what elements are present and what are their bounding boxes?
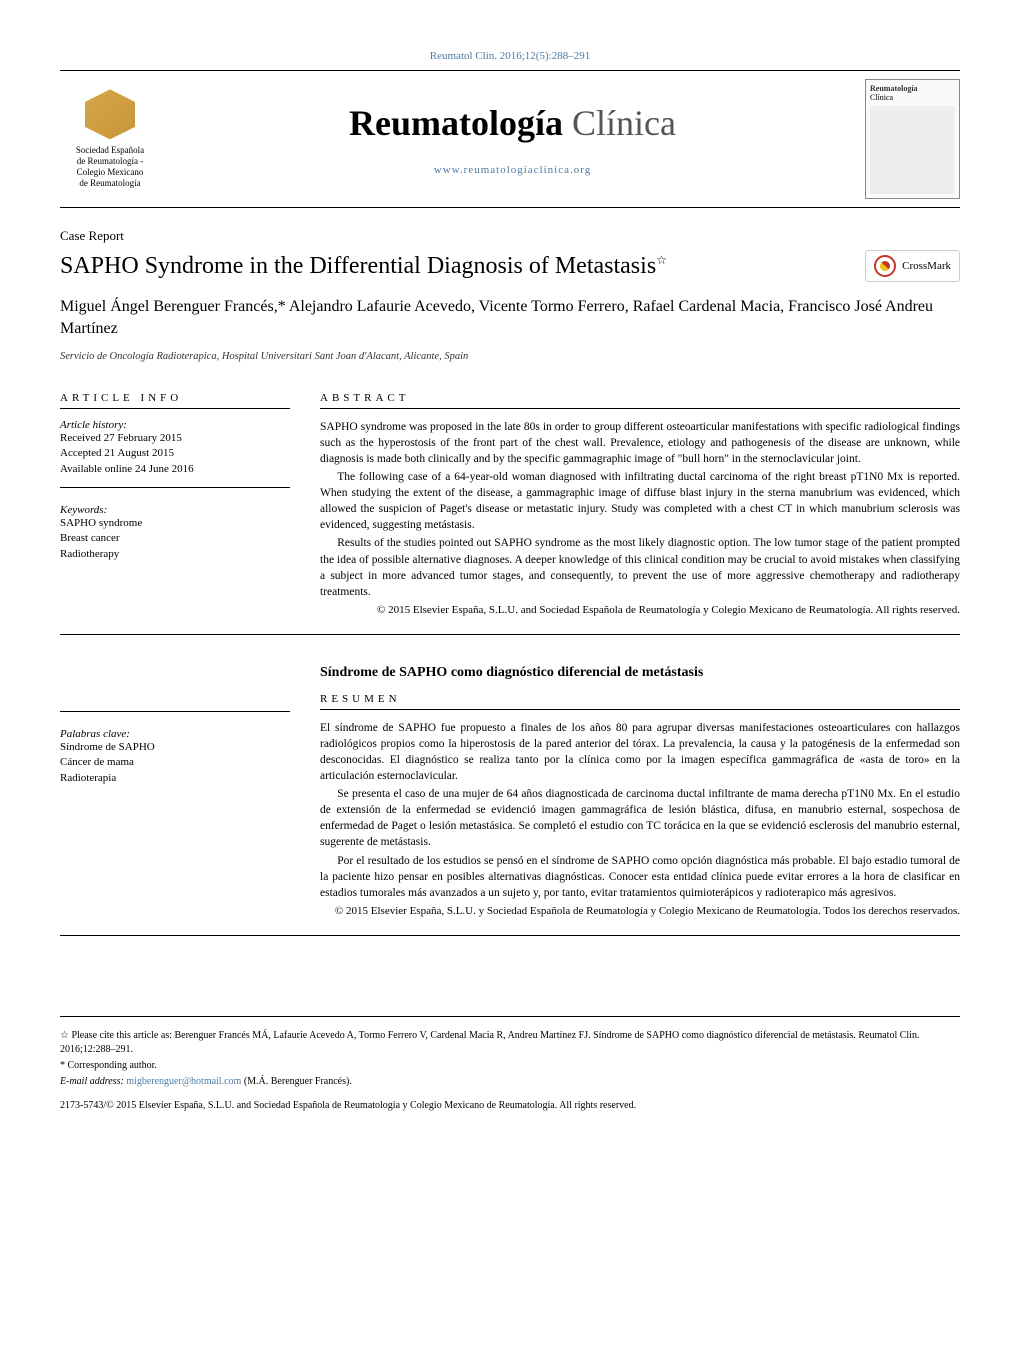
email-link[interactable]: migberenguer@hotmail.com	[126, 1076, 241, 1087]
article-info-heading: ARTICLE INFO	[60, 392, 290, 409]
article-type: Case Report	[60, 228, 960, 244]
resumen-heading: RESUMEN	[320, 693, 960, 710]
abstract-para: The following case of a 64-year-old woma…	[320, 469, 960, 533]
header-citation[interactable]: Reumatol Clin. 2016;12(5):288–291	[60, 50, 960, 62]
abstract-heading: ABSTRACT	[320, 392, 960, 409]
authors: Miguel Ángel Berenguer Francés,* Alejand…	[60, 296, 960, 341]
abstract-copyright: © 2015 Elsevier España, S.L.U. and Socie…	[320, 604, 960, 616]
cover-thumb-image	[870, 106, 955, 194]
society-line: Sociedad Española	[76, 145, 144, 156]
society-line: Colegio Mexicano	[77, 167, 144, 178]
header-banner: Sociedad Española de Reumatología - Cole…	[60, 70, 960, 208]
journal-title-bold: Reumatología	[349, 103, 563, 143]
keyword: Radiotherapy	[60, 547, 290, 562]
crossmark-label: CrossMark	[902, 260, 951, 272]
article-title-text: SAPHO Syndrome in the Differential Diagn…	[60, 253, 656, 279]
journal-title: Reumatología Clínica	[160, 102, 865, 144]
history-line: Accepted 21 August 2015	[60, 446, 290, 461]
resumen-para: Por el resultado de los estudios se pens…	[320, 853, 960, 901]
crossmark-icon	[874, 255, 896, 277]
keyword: SAPHO syndrome	[60, 516, 290, 531]
resumen-para: Se presenta el caso de una mujer de 64 a…	[320, 786, 960, 850]
issn-line: 2173-5743/© 2015 Elsevier España, S.L.U.…	[60, 1099, 960, 1113]
palabra-clave: Radioterapia	[60, 771, 290, 786]
palabra-clave: Cáncer de mama	[60, 755, 290, 770]
crossmark-badge[interactable]: CrossMark	[865, 250, 960, 282]
society-line: de Reumatología	[79, 178, 140, 189]
title-footnote-mark: ☆	[656, 253, 667, 267]
abstract-para: SAPHO syndrome was proposed in the late …	[320, 419, 960, 467]
keywords-label: Keywords:	[60, 504, 290, 516]
history-label: Article history:	[60, 419, 290, 431]
footnote-email: E-mail address: migberenguer@hotmail.com…	[60, 1075, 960, 1089]
affiliation: Servicio de Oncología Radioterapica, Hos…	[60, 351, 960, 362]
journal-cover-thumb: Reumatología Clínica	[865, 79, 960, 199]
society-line: de Reumatología -	[77, 156, 143, 167]
journal-url[interactable]: www.reumatologiaclinica.org	[160, 164, 865, 176]
cover-thumb-sub: Clínica	[870, 93, 955, 102]
abstract-para: Results of the studies pointed out SAPHO…	[320, 535, 960, 599]
palabras-label: Palabras clave:	[60, 728, 290, 740]
email-label: E-mail address:	[60, 1076, 126, 1087]
shield-icon	[85, 89, 135, 139]
spanish-title: Síndrome de SAPHO como diagnóstico difer…	[320, 665, 960, 681]
resumen-copyright: © 2015 Elsevier España, S.L.U. y Socieda…	[320, 905, 960, 917]
footnote-cite: ☆ Please cite this article as: Berenguer…	[60, 1029, 960, 1057]
cover-thumb-title: Reumatología	[870, 84, 955, 93]
email-author: (M.Á. Berenguer Francés).	[241, 1076, 352, 1087]
keyword: Breast cancer	[60, 531, 290, 546]
society-logo: Sociedad Española de Reumatología - Cole…	[60, 89, 160, 188]
resumen-para: El síndrome de SAPHO fue propuesto a fin…	[320, 720, 960, 784]
article-title: SAPHO Syndrome in the Differential Diagn…	[60, 253, 865, 280]
journal-title-block: Reumatología Clínica www.reumatologiacli…	[160, 102, 865, 176]
history-line: Available online 24 June 2016	[60, 462, 290, 477]
footnote-corresponding: * Corresponding author.	[60, 1059, 960, 1073]
palabra-clave: Síndrome de SAPHO	[60, 740, 290, 755]
footnotes: ☆ Please cite this article as: Berenguer…	[60, 1016, 960, 1113]
journal-title-light: Clínica	[563, 103, 676, 143]
history-line: Received 27 February 2015	[60, 431, 290, 446]
